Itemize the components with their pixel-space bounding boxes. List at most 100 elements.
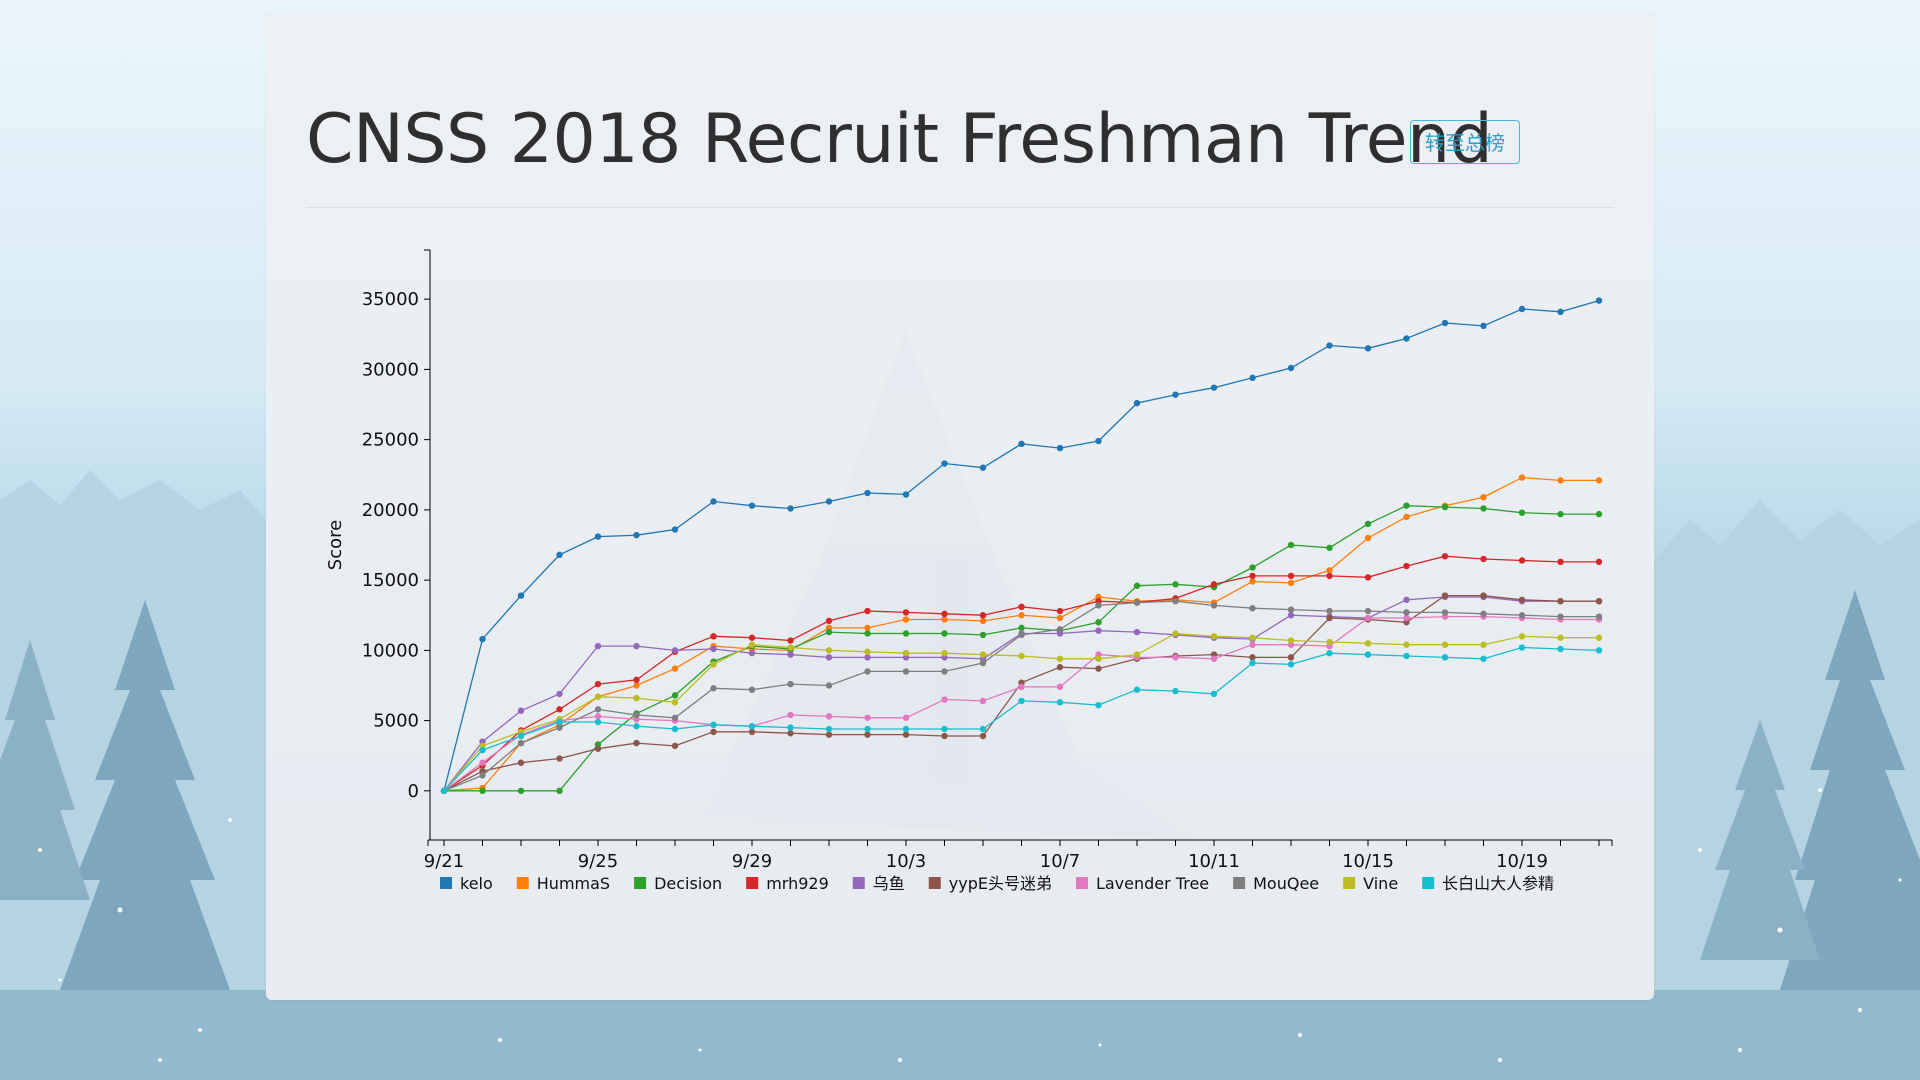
data-point bbox=[1287, 579, 1295, 587]
data-point bbox=[594, 745, 602, 752]
data-point bbox=[1557, 634, 1564, 641]
data-point bbox=[1364, 345, 1372, 352]
data-point bbox=[1095, 437, 1102, 445]
page-title: CNSS 2018 Recruit Freshman Trend bbox=[306, 100, 1493, 179]
data-point bbox=[979, 659, 987, 667]
data-point bbox=[902, 649, 910, 657]
data-point bbox=[825, 498, 833, 505]
x-tick-label: 10/7 bbox=[1040, 851, 1080, 872]
data-point bbox=[979, 464, 987, 471]
data-point bbox=[517, 732, 525, 740]
data-point bbox=[1095, 602, 1102, 609]
data-point bbox=[1018, 603, 1025, 611]
data-point bbox=[1441, 553, 1449, 560]
data-point bbox=[1364, 640, 1372, 647]
data-point bbox=[633, 739, 640, 747]
data-point bbox=[1133, 686, 1141, 693]
data-point bbox=[556, 724, 563, 731]
data-point bbox=[1172, 687, 1179, 695]
chart-legend: kelo HummaS Decision mrh929 乌鱼 yypE头号迷弟 Lavend… bbox=[440, 874, 1554, 893]
data-point bbox=[1595, 477, 1603, 484]
data-point bbox=[710, 728, 717, 736]
data-point bbox=[1480, 610, 1487, 618]
data-point bbox=[1480, 505, 1487, 512]
data-point bbox=[979, 725, 987, 733]
data-point bbox=[941, 616, 948, 623]
data-point bbox=[941, 649, 948, 657]
data-point bbox=[710, 661, 717, 668]
data-point bbox=[1518, 644, 1526, 651]
pine-tree-left-2 bbox=[0, 640, 90, 900]
chart-axes: 0 5000 10000 15000 20000 25000 30000 35000 Score… bbox=[325, 249, 1613, 872]
y-tick-label: 25000 bbox=[362, 430, 419, 451]
y-axis-label: Score bbox=[325, 520, 346, 570]
data-point bbox=[1403, 596, 1410, 603]
data-point bbox=[1133, 599, 1141, 606]
x-tick-label: 9/21 bbox=[424, 851, 464, 872]
data-point bbox=[1287, 612, 1295, 619]
data-point bbox=[941, 610, 948, 618]
data-point bbox=[1210, 655, 1218, 662]
data-point bbox=[1249, 578, 1256, 585]
data-point bbox=[556, 718, 563, 726]
legend-swatch bbox=[1075, 877, 1088, 889]
data-point bbox=[479, 772, 486, 779]
data-point bbox=[979, 631, 987, 639]
data-point bbox=[1518, 557, 1526, 564]
series-3 bbox=[440, 553, 1603, 795]
data-point bbox=[1056, 607, 1064, 615]
data-point bbox=[1056, 699, 1064, 706]
data-point bbox=[1133, 651, 1141, 658]
data-point bbox=[787, 651, 794, 658]
y-tick-label: 15000 bbox=[362, 570, 419, 591]
data-point bbox=[1595, 510, 1603, 518]
data-point bbox=[1095, 655, 1102, 662]
data-point bbox=[671, 699, 679, 706]
data-point bbox=[1326, 638, 1333, 646]
data-point bbox=[825, 731, 833, 738]
data-point bbox=[1172, 654, 1179, 661]
data-point bbox=[633, 642, 640, 650]
data-point bbox=[1172, 597, 1179, 605]
data-point bbox=[1287, 606, 1295, 613]
data-point bbox=[1326, 607, 1333, 615]
data-point bbox=[517, 787, 525, 795]
data-point bbox=[1480, 592, 1487, 599]
data-point bbox=[787, 724, 794, 731]
data-point bbox=[594, 693, 602, 700]
data-point bbox=[556, 755, 563, 762]
data-point bbox=[671, 647, 679, 654]
legend-label: 乌鱼 bbox=[873, 874, 905, 893]
data-point bbox=[1364, 607, 1372, 615]
data-point bbox=[902, 668, 910, 675]
data-point bbox=[1518, 474, 1526, 481]
legend-item: Decision bbox=[634, 874, 722, 893]
legend-item: 长白山大人参精 bbox=[1422, 874, 1554, 893]
y-tick-label: 10000 bbox=[362, 640, 419, 661]
data-point bbox=[1056, 626, 1064, 633]
series-5 bbox=[440, 592, 1603, 795]
legend-item: MouQee bbox=[1233, 874, 1319, 893]
data-point bbox=[1557, 558, 1564, 566]
y-tick-label: 35000 bbox=[362, 289, 419, 310]
data-point bbox=[748, 502, 756, 509]
data-point bbox=[671, 665, 679, 672]
data-point bbox=[979, 617, 987, 625]
snowflakes bbox=[38, 788, 1902, 1062]
data-point bbox=[671, 692, 679, 699]
go-to-overall-ranking-button[interactable]: 转至总榜 bbox=[1410, 120, 1520, 164]
data-point bbox=[825, 617, 833, 625]
legend-label: kelo bbox=[460, 874, 493, 893]
data-point bbox=[748, 728, 756, 736]
data-point bbox=[1172, 581, 1179, 588]
series-7 bbox=[440, 597, 1603, 795]
data-point bbox=[1441, 654, 1449, 661]
data-point bbox=[633, 682, 640, 689]
data-point bbox=[517, 592, 525, 599]
data-point bbox=[1518, 612, 1526, 619]
data-point bbox=[1595, 558, 1603, 566]
data-point bbox=[941, 696, 948, 703]
data-point bbox=[941, 732, 948, 740]
data-point bbox=[748, 686, 756, 693]
